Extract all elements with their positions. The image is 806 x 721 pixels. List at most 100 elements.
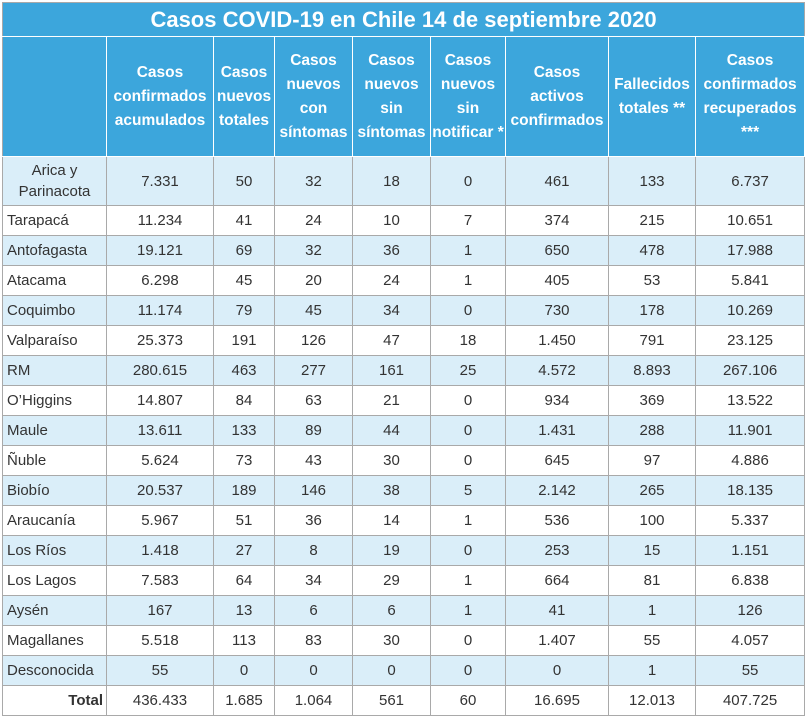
value-cell: 25 <box>430 355 506 386</box>
value-cell: 45 <box>274 295 353 326</box>
table-row: Biobío 20.537 189 146 38 5 2.142 265 18.135 <box>2 475 806 506</box>
region-cell: Valparaíso <box>2 325 107 356</box>
value-cell: 20.537 <box>106 475 214 506</box>
value-cell: 20 <box>274 265 353 296</box>
value-cell: 18 <box>352 156 431 206</box>
value-cell: 4.057 <box>694 625 806 656</box>
value-cell: 265 <box>608 475 696 506</box>
value-cell: 133 <box>608 156 696 206</box>
region-cell: Atacama <box>2 265 107 296</box>
value-cell: 63 <box>274 385 353 416</box>
column-header: Fallecidos totales ** <box>608 36 696 157</box>
value-cell: 650 <box>505 235 609 266</box>
table-row: Aysén 167 13 6 6 1 41 1 126 <box>2 595 806 626</box>
value-cell: 369 <box>608 385 696 416</box>
value-cell: 36 <box>352 235 431 266</box>
value-cell: 2.142 <box>505 475 609 506</box>
value-cell: 5.624 <box>106 445 214 476</box>
region-cell: Tarapacá <box>2 205 107 236</box>
value-cell: 0 <box>430 385 506 416</box>
corner-header-cell <box>2 36 107 157</box>
table-row: Arica y Parinacota 7.331 50 32 18 0 461 133 6.73… <box>2 156 806 206</box>
region-cell: Coquimbo <box>2 295 107 326</box>
table-row: Maule 13.611 133 89 44 0 1.431 288 11.901 <box>2 415 806 446</box>
value-cell: 288 <box>608 415 696 446</box>
value-cell: 6.298 <box>106 265 214 296</box>
value-cell: 24 <box>352 265 431 296</box>
column-header-row: Casos confirmados acumulados Casos nuevo… <box>2 36 806 157</box>
value-cell: 14.807 <box>106 385 214 416</box>
table-body: Arica y Parinacota 7.331 50 32 18 0 461 133 6.73… <box>2 156 806 686</box>
value-cell: 79 <box>213 295 275 326</box>
value-cell: 13.611 <box>106 415 214 446</box>
total-cell: 12.013 <box>608 685 696 716</box>
value-cell: 161 <box>352 355 431 386</box>
value-cell: 277 <box>274 355 353 386</box>
table-row: Tarapacá 11.234 41 24 10 7 374 215 10.651 <box>2 205 806 236</box>
value-cell: 0 <box>430 655 506 686</box>
value-cell: 1 <box>608 655 696 686</box>
value-cell: 97 <box>608 445 696 476</box>
value-cell: 81 <box>608 565 696 596</box>
value-cell: 934 <box>505 385 609 416</box>
table-title: Casos COVID-19 en Chile 14 de septiembre… <box>1 2 806 37</box>
total-cell: 561 <box>352 685 431 716</box>
region-cell: Biobío <box>2 475 107 506</box>
value-cell: 126 <box>274 325 353 356</box>
value-cell: 478 <box>608 235 696 266</box>
value-cell: 126 <box>694 595 806 626</box>
value-cell: 11.174 <box>106 295 214 326</box>
value-cell: 55 <box>608 625 696 656</box>
column-header: Casos nuevos sin notificar * <box>430 36 506 157</box>
total-cell: 407.725 <box>694 685 806 716</box>
value-cell: 0 <box>430 156 506 206</box>
value-cell: 30 <box>352 625 431 656</box>
value-cell: 5.967 <box>106 505 214 536</box>
value-cell: 44 <box>352 415 431 446</box>
value-cell: 0 <box>274 655 353 686</box>
region-cell: Desconocida <box>2 655 107 686</box>
value-cell: 113 <box>213 625 275 656</box>
value-cell: 730 <box>505 295 609 326</box>
region-cell: O’Higgins <box>2 385 107 416</box>
total-row: Total 436.433 1.685 1.064 561 60 16.695 … <box>2 685 806 716</box>
value-cell: 29 <box>352 565 431 596</box>
value-cell: 27 <box>213 535 275 566</box>
value-cell: 30 <box>352 445 431 476</box>
value-cell: 7 <box>430 205 506 236</box>
value-cell: 10 <box>352 205 431 236</box>
value-cell: 0 <box>213 655 275 686</box>
value-cell: 5.337 <box>694 505 806 536</box>
value-cell: 374 <box>505 205 609 236</box>
value-cell: 51 <box>213 505 275 536</box>
value-cell: 405 <box>505 265 609 296</box>
value-cell: 0 <box>352 655 431 686</box>
value-cell: 69 <box>213 235 275 266</box>
value-cell: 6.838 <box>694 565 806 596</box>
value-cell: 34 <box>352 295 431 326</box>
region-cell: Ñuble <box>2 445 107 476</box>
value-cell: 0 <box>430 445 506 476</box>
value-cell: 253 <box>505 535 609 566</box>
value-cell: 0 <box>505 655 609 686</box>
value-cell: 6 <box>352 595 431 626</box>
region-cell: Antofagasta <box>2 235 107 266</box>
value-cell: 1 <box>430 565 506 596</box>
value-cell: 4.886 <box>694 445 806 476</box>
value-cell: 1 <box>608 595 696 626</box>
value-cell: 1 <box>430 235 506 266</box>
total-label: Total <box>2 685 107 716</box>
total-cell: 60 <box>430 685 506 716</box>
table-row: Ñuble 5.624 73 43 30 0 645 97 4.886 <box>2 445 806 476</box>
value-cell: 0 <box>430 415 506 446</box>
value-cell: 100 <box>608 505 696 536</box>
value-cell: 45 <box>213 265 275 296</box>
value-cell: 38 <box>352 475 431 506</box>
value-cell: 8 <box>274 535 353 566</box>
value-cell: 189 <box>213 475 275 506</box>
value-cell: 83 <box>274 625 353 656</box>
column-header: Casos nuevos sin síntomas <box>352 36 431 157</box>
value-cell: 0 <box>430 535 506 566</box>
value-cell: 32 <box>274 235 353 266</box>
